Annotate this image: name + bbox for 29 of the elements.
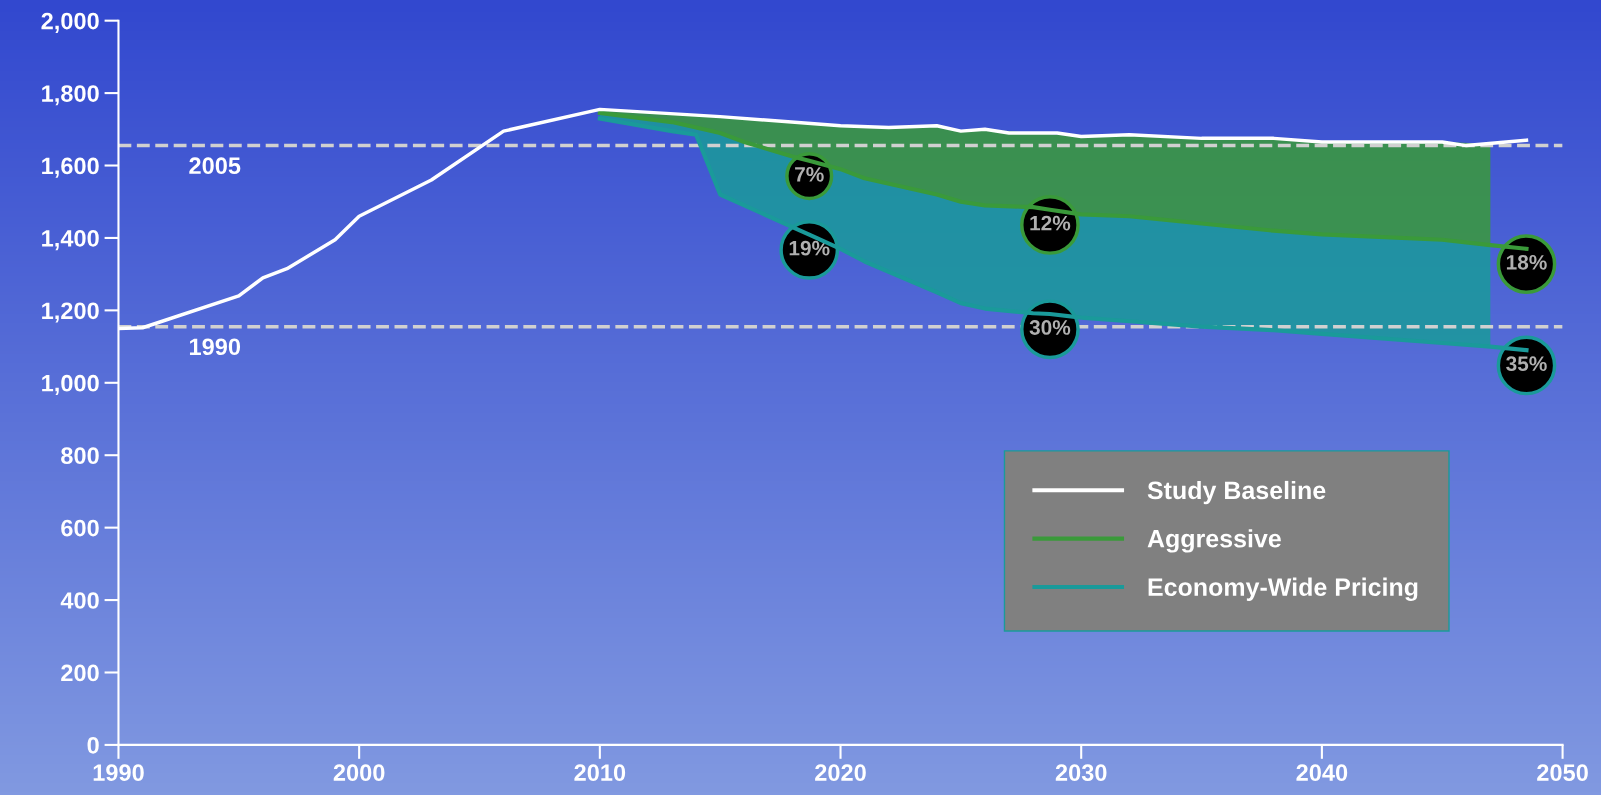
legend-label: Aggressive: [1147, 529, 1281, 553]
annotation: 7%: [795, 166, 824, 182]
y-tick-label: 1,800: [42, 85, 99, 106]
legend-label: Study Baseline: [1147, 480, 1326, 505]
annotation: 12%: [1030, 215, 1071, 231]
annotation: 1990: [189, 338, 241, 356]
annotation: 2005: [189, 157, 241, 175]
x-tick-label: 2010: [574, 764, 626, 782]
x-tick-label: 2040: [1296, 764, 1348, 782]
y-tick-label: 2,000: [41, 12, 99, 33]
y-tick-label: 1,200: [42, 302, 99, 323]
y-tick-label: 600: [61, 519, 99, 537]
y-tick-label: 0: [87, 736, 99, 754]
legend-label: Economy-Wide Pricing: [1148, 577, 1418, 602]
x-tick-label: 2030: [1055, 764, 1107, 782]
annotation: 35%: [1506, 356, 1547, 372]
x-tick-label: 2050: [1537, 764, 1588, 782]
y-tick-label: 200: [61, 664, 99, 682]
annotation: 19%: [789, 240, 830, 256]
x-tick-label: 2000: [333, 764, 385, 782]
y-tick-label: 400: [60, 592, 99, 609]
y-tick-label: 1,000: [42, 374, 99, 395]
y-tick-label: 800: [61, 447, 99, 464]
y-tick-label: 1,400: [42, 230, 99, 251]
x-tick-label: 1990: [93, 764, 144, 782]
x-tick-label: 2020: [815, 764, 866, 782]
annotation: 18%: [1506, 254, 1547, 270]
annotation: 30%: [1029, 320, 1071, 335]
y-tick-label: 1,600: [42, 157, 99, 178]
